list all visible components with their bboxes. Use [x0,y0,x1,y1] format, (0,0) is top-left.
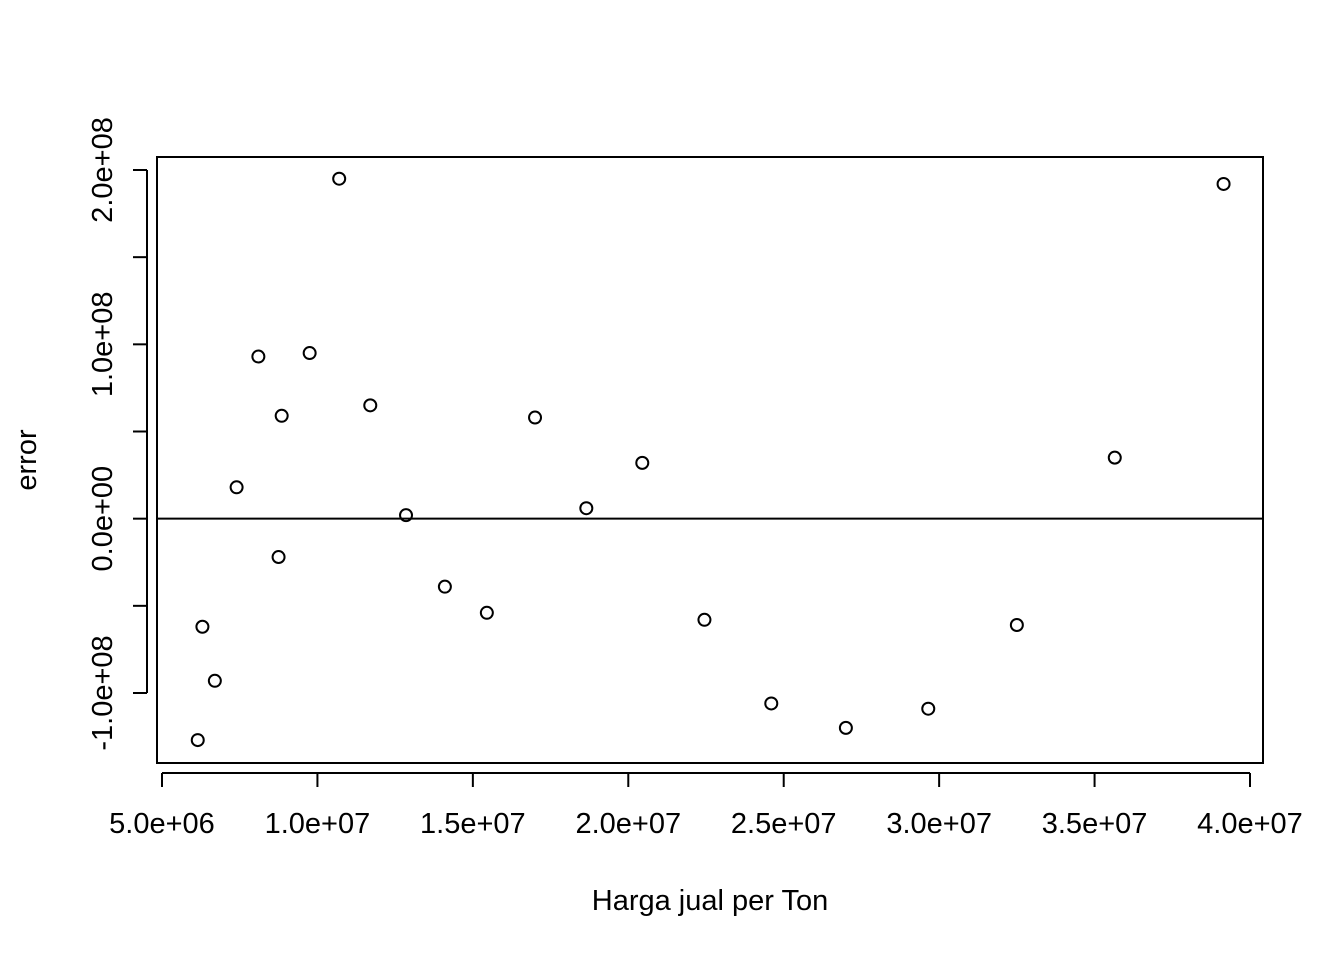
x-tick-label: 3.5e+07 [1042,808,1148,840]
x-tick-label: 3.0e+07 [886,808,992,840]
y-tick-label: 1.0e+08 [87,292,119,398]
data-point [1009,618,1024,633]
y-axis: -1.0e+08 0.0e+00 1.0e+08 2.0e+08 [87,117,148,751]
data-point [479,605,494,620]
data-point [635,455,650,470]
x-axis-title: Harga jual per Ton [592,885,828,917]
data-points [190,171,1231,748]
x-tick-label: 1.5e+07 [420,808,526,840]
data-point [271,550,286,565]
data-point [528,410,543,425]
data-point [838,720,853,735]
x-tick-label: 1.0e+07 [265,808,371,840]
data-point [190,733,205,748]
x-axis: 5.0e+06 1.0e+07 1.5e+07 2.0e+07 2.5e+07 3.0e+… [109,772,1303,840]
x-tick-label: 4.0e+07 [1197,808,1303,840]
y-tick-label: 2.0e+08 [87,117,119,223]
data-point [363,398,378,413]
data-point [207,673,222,688]
data-point [764,696,779,711]
x-tick-label: 5.0e+06 [109,808,215,840]
data-point [1216,176,1231,191]
data-point [697,612,712,627]
data-point [437,579,452,594]
data-point [399,508,414,523]
y-tick-label: -1.0e+08 [87,635,119,750]
data-point [332,171,347,186]
y-tick-label: 0.0e+00 [87,466,119,572]
data-point [302,346,317,361]
data-point [1107,450,1122,465]
data-point [229,480,244,495]
y-axis-title: error [11,429,43,491]
plot-frame [156,156,1264,764]
data-point [251,349,266,364]
data-point [579,501,594,516]
x-tick-label: 2.5e+07 [731,808,837,840]
data-point [195,619,210,634]
data-point [921,701,936,716]
data-point [274,408,289,423]
x-tick-label: 2.0e+07 [575,808,681,840]
